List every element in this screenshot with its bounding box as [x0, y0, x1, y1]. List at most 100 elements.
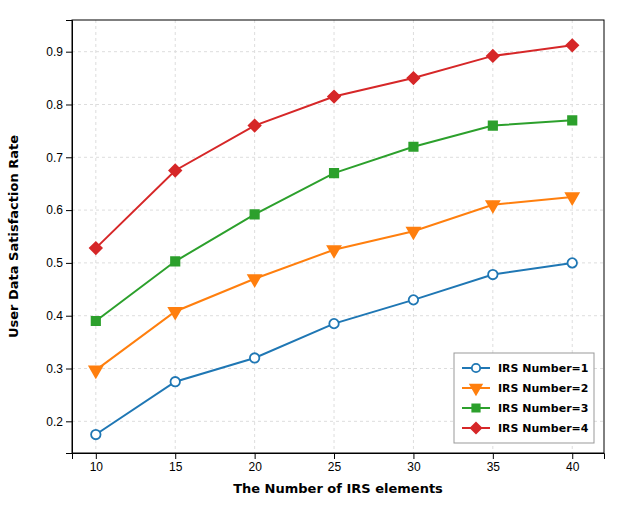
- legend-symbol: [472, 404, 479, 411]
- point: [407, 228, 420, 239]
- point: [408, 72, 420, 84]
- legend: IRS Number=1 IRS Number=2 IRS Number=3 IRS …: [454, 353, 594, 443]
- tick: 25: [328, 453, 342, 474]
- tick: 0.2: [46, 415, 72, 429]
- tick-mark: [66, 421, 72, 422]
- point: [328, 91, 340, 103]
- point: [488, 270, 497, 279]
- chart: 10 15 20 25 30 35 40 0.2 0.3 0.4 0.5 0.6 0.7 0.8 0.9 IR…: [0, 0, 624, 505]
- point: [489, 121, 497, 129]
- tick: 0.6: [46, 203, 72, 217]
- tick-mark: [66, 157, 72, 158]
- y-axis-title: User Data Satisfaction Rate: [6, 135, 21, 338]
- grid-line: [72, 315, 604, 316]
- point: [250, 210, 258, 218]
- legend-label: IRS Number=4: [498, 422, 589, 435]
- tick-label: 0.9: [46, 45, 63, 59]
- tick: 40: [566, 453, 580, 474]
- tick: 35: [487, 453, 501, 474]
- point: [248, 275, 261, 286]
- grid-line: [72, 262, 604, 263]
- grid-line: [95, 20, 96, 453]
- tick-mark: [175, 453, 176, 459]
- legend-item: IRS Number=2: [462, 382, 588, 395]
- tick: 15: [169, 453, 183, 474]
- tick-mark: [66, 263, 72, 264]
- axis-line: [73, 454, 605, 460]
- tick: 0.3: [46, 362, 72, 376]
- point: [249, 120, 261, 132]
- tick-label: 20: [248, 460, 262, 474]
- tick-mark: [255, 453, 256, 459]
- legend-symbol: [472, 364, 480, 372]
- point: [568, 116, 576, 124]
- plot-frame: [72, 20, 604, 453]
- grid-line: [72, 210, 604, 211]
- tick-label: 35: [487, 460, 501, 474]
- point: [487, 50, 499, 62]
- tick-label: 30: [407, 460, 421, 474]
- grid-line: [254, 20, 255, 453]
- tick-mark: [66, 369, 72, 370]
- tick-mark: [334, 453, 335, 459]
- tick-mark: [66, 104, 72, 105]
- legend-label: IRS Number=2: [498, 382, 588, 395]
- tick-label: 10: [90, 460, 104, 474]
- point: [92, 317, 100, 325]
- point: [568, 258, 577, 267]
- tick-mark: [413, 453, 414, 459]
- x-axis: 10 15 20 25 30 35 40: [73, 453, 605, 474]
- tick: 0.8: [46, 98, 72, 112]
- y-axis: 0.2 0.3 0.4 0.5 0.6 0.7 0.8 0.9: [46, 21, 72, 454]
- tick-mark: [66, 316, 72, 317]
- axis-line: [66, 21, 73, 454]
- tick-label: 0.5: [46, 256, 63, 270]
- x-axis-title: The Number of IRS elements: [233, 481, 443, 496]
- tick-label: 25: [328, 460, 342, 474]
- tick-mark: [66, 52, 72, 53]
- tick: 0.5: [46, 256, 72, 270]
- tick-mark: [493, 453, 494, 459]
- tick-label: 0.2: [46, 415, 63, 429]
- legend-symbol: [471, 423, 481, 433]
- grid: [72, 20, 604, 453]
- plot: 10 15 20 25 30 35 40 0.2 0.3 0.4 0.5 0.6 0.7 0.8 0.9 IR…: [46, 20, 604, 474]
- tick: 30: [407, 453, 421, 474]
- legend-item: IRS Number=4: [462, 422, 589, 435]
- legend-item: IRS Number=1: [462, 362, 588, 375]
- point: [409, 143, 417, 151]
- series-line: [96, 197, 572, 370]
- legend-box: [454, 353, 594, 443]
- point: [171, 377, 180, 386]
- legend-item: IRS Number=3: [462, 402, 588, 415]
- tick-mark: [572, 453, 573, 459]
- legend-label: IRS Number=1: [498, 362, 588, 375]
- point: [328, 246, 341, 257]
- tick: 0.9: [46, 45, 72, 59]
- grid-line: [334, 20, 335, 453]
- tick: 0.7: [46, 151, 72, 165]
- tick: 10: [90, 453, 104, 474]
- point: [250, 353, 259, 362]
- legend-label: IRS Number=3: [498, 402, 588, 415]
- point: [566, 193, 579, 204]
- tick-label: 0.8: [46, 98, 63, 112]
- tick-label: 0.3: [46, 362, 63, 376]
- tick-label: 0.6: [46, 203, 63, 217]
- point: [330, 169, 338, 177]
- tick-mark: [96, 453, 97, 459]
- grid-line: [72, 104, 604, 105]
- tick-label: 0.4: [46, 309, 63, 323]
- grid-line: [175, 20, 176, 453]
- point: [329, 319, 338, 328]
- tick-label: 15: [169, 460, 183, 474]
- series-line: [96, 120, 572, 321]
- point: [169, 308, 182, 319]
- point: [566, 39, 578, 51]
- point: [486, 201, 499, 212]
- point: [171, 257, 179, 265]
- point: [91, 430, 100, 439]
- tick-mark: [66, 210, 72, 211]
- legend-symbol: [470, 385, 481, 395]
- tick-label: 40: [566, 460, 580, 474]
